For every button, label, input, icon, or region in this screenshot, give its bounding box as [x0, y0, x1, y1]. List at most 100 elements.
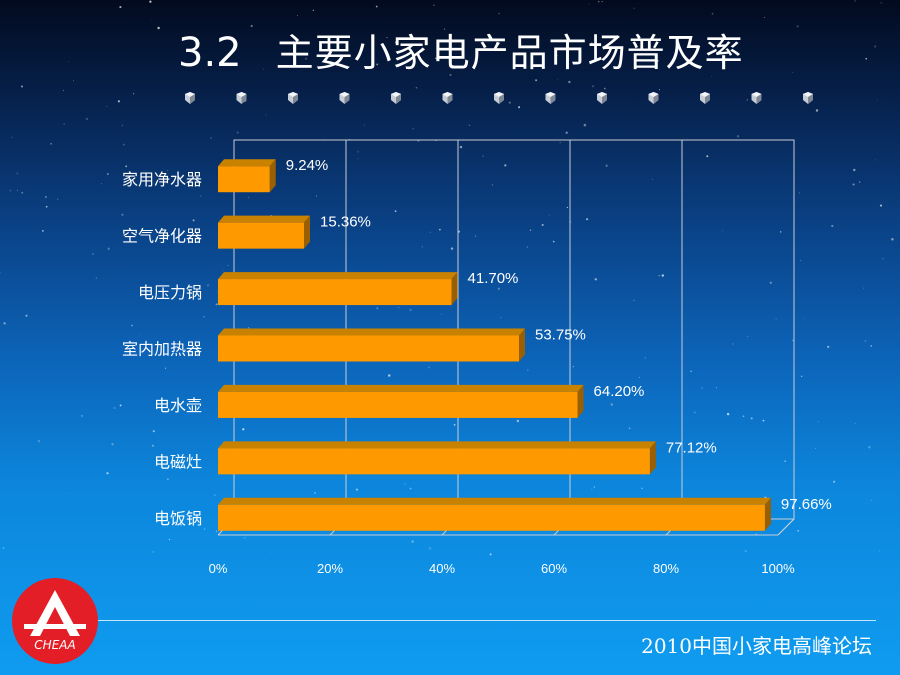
- star-dot: [404, 483, 406, 485]
- category-label: 空气净化器: [122, 227, 202, 246]
- star-dot: [658, 274, 660, 277]
- star-dot: [658, 89, 661, 91]
- title-bullet-icon: [442, 92, 453, 104]
- star-dot: [247, 196, 250, 199]
- star-dot: [132, 93, 135, 95]
- star-dot: [149, 0, 152, 3]
- star-dot: [265, 114, 267, 116]
- star-dot: [572, 366, 574, 368]
- star-dot: [304, 57, 308, 60]
- star-dot: [113, 406, 116, 410]
- star-dot: [215, 303, 218, 306]
- star-dot: [449, 73, 452, 77]
- category-label: 家用净水器: [122, 170, 202, 189]
- star-dot: [394, 210, 397, 213]
- star-dot: [357, 158, 359, 160]
- star-dot: [880, 2, 882, 4]
- star-dot: [769, 281, 772, 284]
- star-dot: [25, 314, 28, 317]
- star-dot: [644, 357, 646, 359]
- star-dot: [690, 370, 692, 373]
- star-dot: [468, 124, 470, 126]
- star-dot: [798, 192, 801, 194]
- star-dot: [633, 7, 635, 9]
- title-bullet-icon: [494, 92, 504, 104]
- star-dot: [106, 472, 109, 475]
- star-dot: [443, 28, 446, 30]
- star-dot: [250, 24, 253, 28]
- star-dot: [341, 49, 343, 52]
- star-dot: [415, 86, 418, 89]
- title-bullet-icon: [339, 92, 350, 104]
- bar: [218, 497, 771, 531]
- category-label: 电压力锅: [138, 283, 202, 302]
- bar: [218, 328, 525, 362]
- star-dot: [450, 247, 454, 250]
- star-dot: [762, 419, 765, 422]
- star-dot: [387, 374, 391, 377]
- star-dot: [474, 235, 476, 237]
- star-dot: [827, 345, 830, 348]
- star-dot: [641, 487, 643, 490]
- star-dot: [398, 307, 400, 309]
- star-dot: [222, 269, 224, 271]
- star-dot: [557, 55, 559, 57]
- star-dot: [45, 205, 48, 208]
- star-dot: [779, 231, 782, 233]
- star-dot: [152, 444, 154, 447]
- star-dot: [863, 287, 864, 289]
- star-dot: [227, 265, 229, 266]
- star-dot: [815, 447, 817, 449]
- star-dot: [557, 79, 558, 81]
- x-tick-label: 0%: [209, 561, 228, 576]
- star-dot: [95, 277, 98, 279]
- star-dot: [552, 240, 555, 243]
- star-dot: [541, 223, 544, 227]
- star-dot: [131, 324, 133, 327]
- star-dot: [651, 178, 653, 180]
- star-dot: [100, 183, 102, 185]
- star-dot: [376, 63, 379, 66]
- star-dot: [16, 172, 19, 175]
- star-dot: [878, 550, 881, 552]
- star-dot: [560, 47, 563, 50]
- star-dot: [213, 494, 216, 496]
- bar: [218, 272, 458, 306]
- star-dot: [236, 131, 239, 134]
- star-dot: [489, 553, 492, 556]
- star-dot: [518, 106, 521, 109]
- star-dot: [854, 422, 856, 424]
- star-dot: [297, 14, 298, 16]
- slide-number: 3.2: [178, 30, 242, 76]
- star-dot: [63, 89, 64, 91]
- star-dot: [121, 124, 124, 127]
- title-bullet-icon: [751, 92, 762, 104]
- star-dot: [152, 551, 155, 553]
- star-dot: [20, 85, 24, 88]
- star-dot: [376, 307, 379, 310]
- data-label: 64.20%: [594, 383, 645, 400]
- star-dot: [591, 85, 595, 88]
- star-dot: [429, 231, 431, 233]
- star-dot: [203, 315, 205, 318]
- star-dot: [21, 191, 24, 194]
- star-dot: [594, 278, 598, 281]
- star-dot: [125, 165, 128, 168]
- star-dot: [804, 317, 806, 319]
- star-dot: [459, 145, 463, 149]
- star-dot: [152, 430, 155, 433]
- category-label: 电水壶: [154, 396, 202, 415]
- star-dot: [858, 181, 861, 183]
- star-dot: [593, 486, 595, 488]
- star-dot: [797, 530, 799, 532]
- x-tick-label: 80%: [653, 561, 679, 576]
- star-dot: [68, 60, 70, 62]
- star-dot: [313, 491, 317, 495]
- star-dot: [508, 101, 511, 104]
- star-dot: [548, 214, 550, 216]
- logo-bar-shape: [24, 624, 86, 629]
- star-dot: [122, 143, 125, 146]
- star-dot: [874, 159, 876, 161]
- star-dot: [853, 168, 856, 172]
- x-tick-label: 40%: [429, 561, 455, 576]
